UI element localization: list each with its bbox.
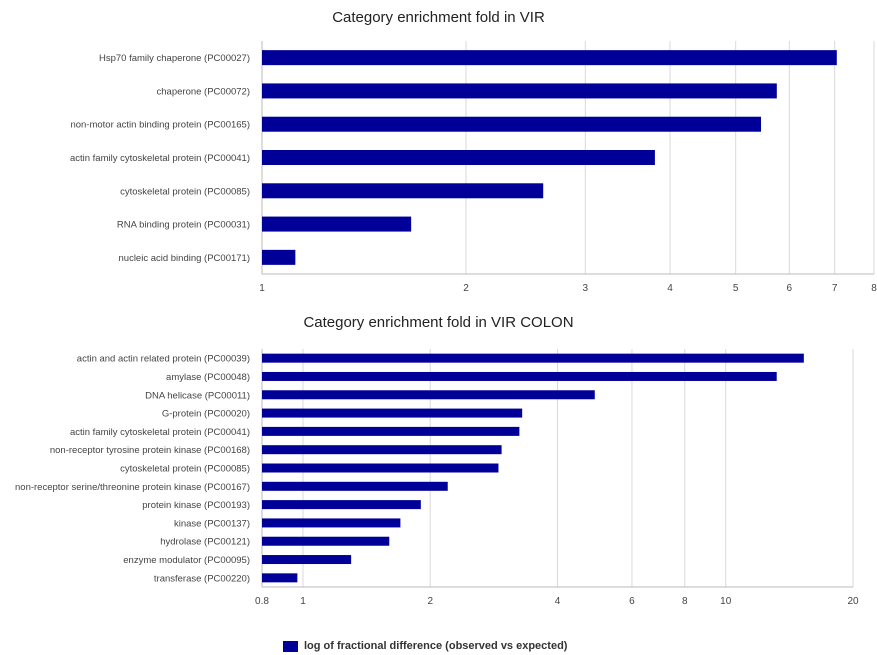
category-label: G-protein (PC00020) (162, 409, 250, 420)
bar (262, 445, 502, 455)
x-tick-label: 1 (259, 283, 265, 294)
x-tick-label: 5 (733, 283, 739, 294)
x-tick-label: 6 (787, 283, 793, 294)
x-tick-label: 20 (847, 596, 859, 607)
x-tick-label: 8 (871, 283, 877, 294)
bar (262, 573, 298, 583)
chart-legend: log of fractional difference (observed v… (283, 637, 567, 655)
x-tick-label: 4 (555, 596, 561, 607)
category-label: chaperone (PC00072) (157, 86, 250, 97)
category-label: non-receptor tyrosine protein kinase (PC… (50, 445, 250, 456)
x-tick-label: 2 (463, 283, 469, 294)
x-tick-label: 7 (832, 283, 838, 294)
x-tick-label: 0.8 (255, 596, 269, 607)
category-label: kinase (PC00137) (174, 518, 250, 529)
category-label: protein kinase (PC00193) (142, 500, 250, 511)
category-label: transferase (PC00220) (154, 573, 250, 584)
bar (262, 408, 523, 418)
bar (262, 426, 520, 436)
category-label: actin and actin related protein (PC00039… (77, 354, 250, 365)
bar (262, 83, 777, 99)
bar (262, 249, 296, 265)
category-label: amylase (PC00048) (166, 372, 250, 383)
category-label: cytoskeletal protein (PC00085) (120, 186, 250, 197)
bar (262, 183, 544, 199)
bar (262, 390, 595, 400)
bar (262, 150, 655, 165)
bar (262, 353, 804, 363)
bar (262, 50, 837, 66)
category-label: cytoskeletal protein (PC00085) (120, 464, 250, 475)
category-label: RNA binding protein (PC00031) (117, 220, 250, 231)
chart-title-vir-colon: Category enrichment fold in VIR COLON (303, 314, 574, 331)
category-label: non-motor actin binding protein (PC00165… (70, 120, 250, 131)
legend-label: log of fractional difference (observed v… (304, 640, 568, 652)
x-tick-label: 6 (629, 596, 635, 607)
x-tick-label: 1 (300, 596, 306, 607)
legend-swatch (283, 640, 298, 652)
bar (262, 216, 412, 232)
bar (262, 555, 352, 565)
bar (262, 500, 421, 510)
category-label: actin family cytoskeletal protein (PC000… (70, 427, 250, 438)
category-label: hydrolase (PC00121) (160, 537, 250, 548)
category-label: nucleic acid binding (PC00171) (119, 253, 251, 264)
x-tick-label: 4 (667, 283, 673, 294)
chart-vir-colon: 0.8 1 2 4 6 8 10 20 actin and actin related prot… (15, 349, 859, 607)
x-tick-label: 8 (682, 596, 688, 607)
x-tick-label: 10 (720, 596, 732, 607)
category-label: DNA helicase (PC00011) (145, 390, 250, 401)
bar (262, 481, 448, 491)
x-tick-label: 3 (583, 283, 589, 294)
category-label: non-receptor serine/threonine protein ki… (15, 482, 250, 493)
bar (262, 536, 390, 546)
bar (262, 518, 401, 528)
category-label: Hsp70 family chaperone (PC00027) (99, 53, 250, 64)
chart-vir: 1 2 3 4 5 6 7 8 Hsp70 family chaperone (PC00027)… (70, 41, 877, 294)
bar (262, 463, 499, 473)
x-tick-label: 2 (427, 596, 433, 607)
bar (262, 371, 777, 381)
category-label: actin family cytoskeletal protein (PC000… (70, 153, 250, 164)
category-label: enzyme modulator (PC00095) (123, 555, 250, 566)
bar (262, 116, 762, 132)
chart-title-vir: Category enrichment fold in VIR (332, 9, 545, 26)
